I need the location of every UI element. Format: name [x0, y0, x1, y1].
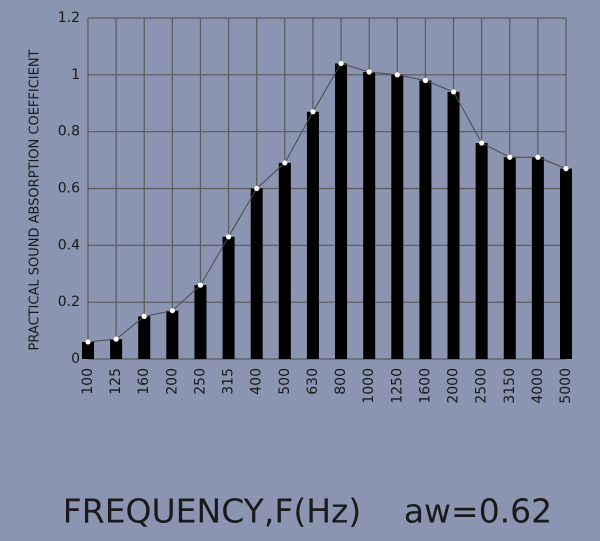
annotation: aw=0.62: [404, 492, 552, 531]
bar: [503, 157, 516, 359]
x-axis-label: FREQUENCY,F(Hz): [63, 492, 361, 531]
y-tick-label: 0.4: [58, 237, 80, 253]
bar: [194, 285, 207, 359]
bar: [166, 310, 179, 359]
x-tick-label: 315: [221, 368, 237, 395]
marker: [535, 154, 541, 160]
y-tick-label: 0.2: [58, 294, 80, 310]
x-tick-label: 5000: [558, 368, 574, 404]
marker: [85, 339, 91, 345]
bar: [391, 74, 404, 359]
bar: [278, 162, 291, 359]
x-tick-label: 2500: [474, 368, 490, 404]
x-tick-label: 500: [277, 368, 293, 395]
bar: [306, 111, 319, 360]
bar: [475, 143, 488, 359]
x-tick-label: 100: [80, 368, 96, 395]
x-tick-label: 1600: [417, 368, 433, 404]
y-axis-label: PRACTICAL SOUND ABSORPTION COEFFICIENT: [28, 49, 43, 350]
x-tick-label: 160: [136, 368, 152, 395]
marker: [113, 336, 119, 342]
bar: [82, 341, 94, 359]
x-tick-label: 400: [249, 368, 265, 395]
bar: [560, 168, 572, 359]
marker: [141, 313, 147, 319]
bar: [250, 188, 263, 359]
marker: [197, 282, 204, 288]
y-tick-label: 0: [71, 351, 80, 367]
y-tick-label: 0.8: [58, 124, 80, 140]
marker: [366, 69, 372, 75]
marker: [254, 185, 260, 192]
x-tick-label: 630: [305, 368, 321, 395]
x-tick-label: 1250: [389, 368, 405, 404]
y-tick-label: 1.2: [58, 10, 80, 26]
y-tick-label: 0.6: [58, 181, 80, 197]
marker: [338, 60, 344, 67]
marker: [450, 89, 457, 95]
bar: [138, 316, 151, 359]
marker: [310, 109, 316, 115]
y-tick-label: 1: [71, 67, 80, 83]
bar: [335, 63, 348, 359]
x-tick-label: 125: [108, 368, 124, 395]
marker: [507, 154, 513, 160]
x-tick-label: 200: [164, 368, 180, 395]
marker: [422, 77, 429, 84]
bar: [531, 157, 544, 359]
x-tick-label: 250: [192, 368, 208, 395]
bar: [447, 91, 460, 359]
marker: [169, 308, 175, 314]
marker: [225, 234, 232, 240]
x-tick-label: 2000: [446, 368, 462, 404]
bar: [363, 71, 376, 359]
marker: [563, 166, 569, 172]
trend-line: [87, 62, 567, 343]
marker: [479, 140, 485, 146]
x-tick-label: 3150: [502, 368, 518, 404]
marker: [282, 160, 288, 166]
marker: [394, 72, 400, 78]
x-tick-label: 800: [333, 368, 349, 395]
bar: [419, 80, 432, 360]
x-tick-label: 4000: [530, 368, 546, 404]
x-tick-label: 1000: [361, 368, 377, 404]
bar: [110, 339, 123, 359]
bar: [222, 236, 235, 359]
